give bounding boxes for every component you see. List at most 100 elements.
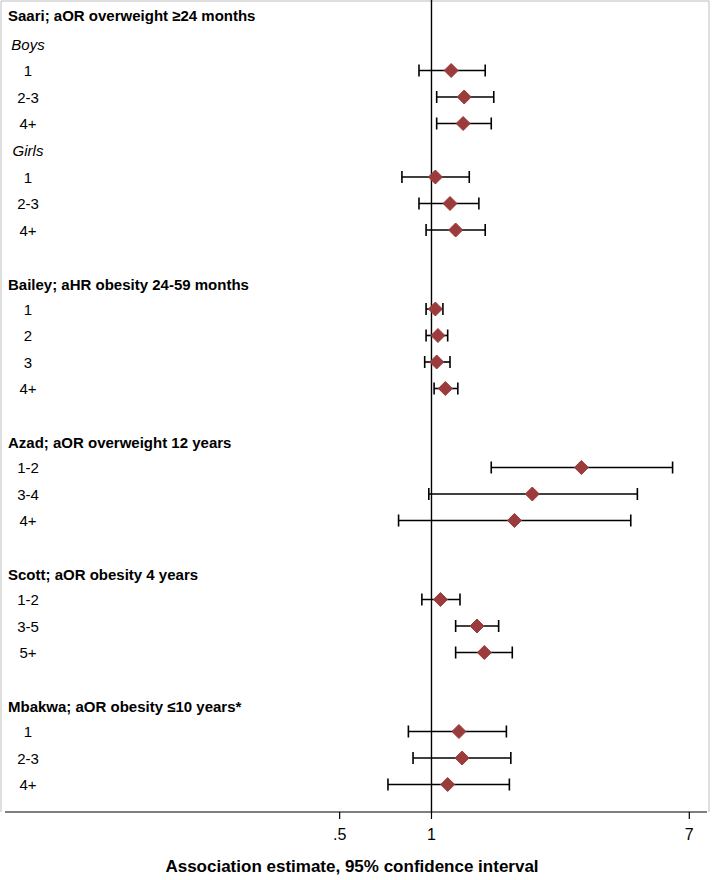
row-label: 4+ [19,115,36,132]
ci-cap [398,515,400,527]
x-tick [689,812,690,819]
study-title: Azad; aOR overweight 12 years [8,434,231,451]
estimate-marker [428,302,442,316]
confidence-interval [413,752,511,764]
confidence-interval [419,198,479,210]
x-tick-label: 1 [427,826,436,843]
row-label: 4+ [19,512,36,529]
ci-cap [484,65,486,77]
confidence-interval [425,356,450,368]
estimate-marker [430,355,444,369]
reference-line [431,0,432,812]
labels: Saari; aOR overweight ≥24 months Boys 1 2-3… [8,7,255,794]
row-label: 2 [24,327,32,344]
ci-cap [457,383,459,395]
confidence-interval [399,515,631,527]
confidence-interval [419,65,485,77]
x-tick [339,812,340,819]
x-tick [431,812,432,819]
confidence-interval [402,171,469,183]
ci-cap [506,726,508,738]
row-label: 4+ [19,222,36,239]
estimate-marker [441,778,455,792]
subgroup-label: Boys [11,36,45,53]
estimate-marker [477,646,491,660]
estimate-marker [457,90,471,104]
row-label: 4+ [19,776,36,793]
ci-cap [412,752,414,764]
confidence-interval [426,224,485,236]
row-label: 1 [24,301,32,318]
ci-cap [425,303,427,315]
row-label: 1 [24,723,32,740]
row-label: 3-4 [17,486,39,503]
estimate-marker [574,461,588,475]
ci-cap [490,118,492,130]
ci-cap [418,198,420,210]
row-label: 5+ [19,644,36,661]
estimate-marker [470,619,484,633]
estimate-marker [449,223,463,237]
x-axis-title: Association estimate, 95% confidence int… [165,857,538,876]
row-label: 1 [24,62,32,79]
ci-cap [455,647,457,659]
ci-cap [468,171,470,183]
row-label: 2-3 [17,89,39,106]
ci-cap [421,594,423,606]
row-label: 1 [24,169,32,186]
confidence-interval [426,330,448,342]
estimate-marker [507,514,521,528]
ci-cap [401,171,403,183]
row-label: 2-3 [17,195,39,212]
confidence-interval [437,91,494,103]
estimate-marker [428,170,442,184]
estimate-marker [438,382,452,396]
row-label: 2-3 [17,750,39,767]
ci-cap [478,198,480,210]
confidence-interval [426,303,443,315]
x-tick-label: .5 [333,826,346,843]
estimate-marker [525,487,539,501]
subgroup-label: Girls [13,142,44,159]
row-label: 1-2 [17,591,39,608]
estimate-marker [433,593,447,607]
ci-cap [428,488,430,500]
confidence-interval [491,462,672,474]
study-title: Mbakwa; aOR obesity ≤10 years* [8,698,241,715]
ci-cap [455,620,457,632]
ci-cap [425,224,427,236]
row-label: 4+ [19,380,36,397]
x-axis [5,811,707,812]
ci-cap [433,383,435,395]
ci-cap [424,356,426,368]
study-title: Scott; aOR obesity 4 years [8,566,198,583]
ci-cap [511,647,513,659]
study-title: Bailey; aHR obesity 24-59 months [8,276,249,293]
ci-cap [484,224,486,236]
row-label: 3 [24,354,32,371]
ci-cap [408,726,410,738]
frame [1,1,709,2]
confidence-interval [422,594,460,606]
estimate-marker [431,329,445,343]
frame [709,1,710,812]
row-label: 1-2 [17,459,39,476]
x-tick-label: 7 [685,826,694,843]
ci-cap [436,118,438,130]
confidence-interval [456,647,513,659]
ci-cap [387,779,389,791]
chart: .5 1 7 Association estimate, 95% confidence… [0,0,712,880]
ci-cap [459,594,461,606]
confidence-interval [437,118,492,130]
ci-cap [672,462,674,474]
ci-cap [449,356,451,368]
ci-cap [510,752,512,764]
study-title: Saari; aOR overweight ≥24 months [8,7,255,24]
confidence-interval [456,620,499,632]
row-label: 3-5 [17,618,39,635]
ci-cap [425,330,427,342]
ci-cap [637,488,639,500]
ci-cap [436,91,438,103]
ci-cap [509,779,511,791]
frame [1,1,2,812]
